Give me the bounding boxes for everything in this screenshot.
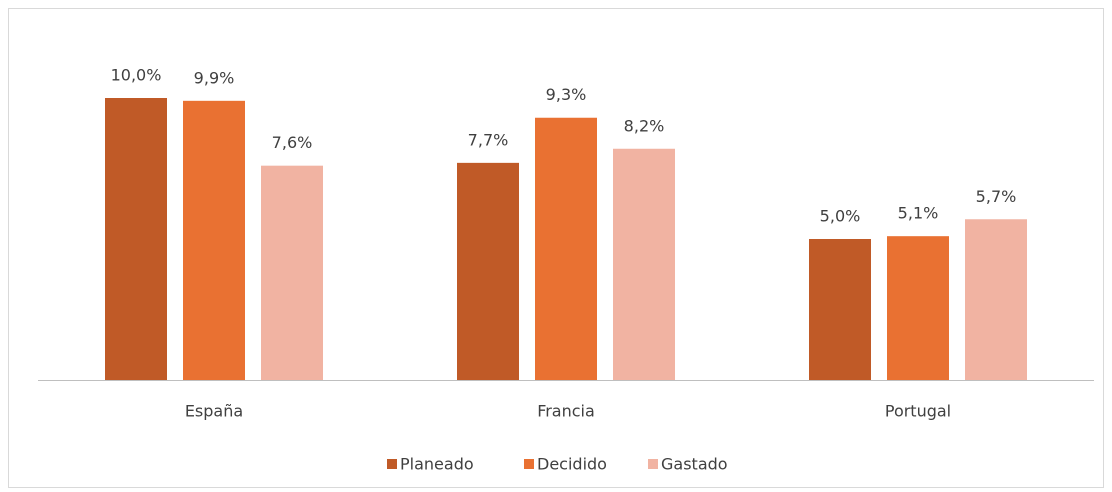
data-label: 7,6% (272, 133, 313, 152)
legend-label: Gastado (661, 455, 728, 474)
bar (535, 117, 597, 381)
legend-swatch (524, 459, 534, 469)
legend-swatch (387, 459, 397, 469)
bar (965, 219, 1027, 380)
bar (887, 236, 949, 380)
data-label: 8,2% (624, 116, 665, 135)
bar (261, 165, 323, 380)
legend-label: Decidido (537, 455, 607, 474)
bar (613, 148, 675, 380)
x-tick-label: Francia (537, 402, 595, 421)
bar (105, 98, 167, 380)
data-label: 5,0% (820, 207, 861, 226)
bar (809, 239, 871, 380)
data-label: 9,9% (194, 68, 235, 87)
x-tick-label: Portugal (885, 402, 951, 421)
data-label: 9,3% (546, 85, 587, 104)
data-label: 7,7% (468, 130, 509, 149)
x-tick-label: España (185, 402, 243, 421)
bar (183, 100, 245, 380)
legend-label: Planeado (400, 455, 474, 474)
bar (457, 162, 519, 380)
data-label: 5,7% (976, 187, 1017, 206)
data-label: 5,1% (898, 204, 939, 223)
legend-swatch (648, 459, 658, 469)
data-label: 10,0% (111, 66, 162, 85)
